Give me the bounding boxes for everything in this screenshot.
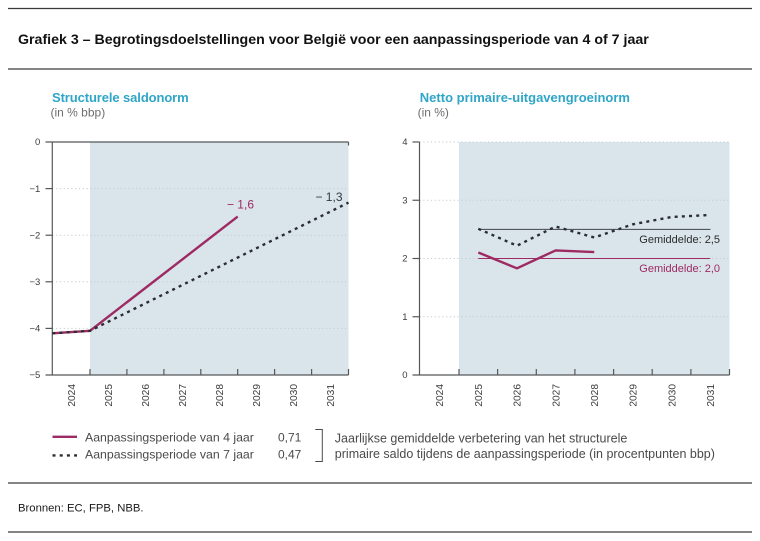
svg-text:Jaarlijkse gemiddelde verbeter: Jaarlijkse gemiddelde verbetering van he… <box>335 432 628 446</box>
svg-text:2027: 2027 <box>178 384 189 407</box>
svg-text:0,47: 0,47 <box>278 448 302 462</box>
svg-text:2027: 2027 <box>551 384 562 407</box>
svg-text:−1: −1 <box>29 184 40 195</box>
svg-text:(in %): (in %) <box>418 106 449 120</box>
svg-text:Grafiek 3 – Begrotingsdoelstel: Grafiek 3 – Begrotingsdoelstellingen voo… <box>18 32 649 48</box>
svg-text:2025: 2025 <box>104 384 115 407</box>
svg-text:− 1,3: − 1,3 <box>315 190 342 204</box>
svg-text:2031: 2031 <box>706 384 717 407</box>
svg-text:2030: 2030 <box>289 384 300 407</box>
svg-text:0: 0 <box>402 370 407 381</box>
svg-text:0: 0 <box>35 137 40 148</box>
svg-text:2024: 2024 <box>67 384 78 407</box>
svg-text:Gemiddelde: 2,0: Gemiddelde: 2,0 <box>639 263 720 275</box>
svg-text:2029: 2029 <box>629 384 640 407</box>
svg-text:2031: 2031 <box>326 384 337 407</box>
svg-text:Aanpassingsperiode van 7 jaar: Aanpassingsperiode van 7 jaar <box>85 448 254 462</box>
svg-text:2025: 2025 <box>474 384 485 407</box>
svg-text:2026: 2026 <box>141 384 152 407</box>
svg-text:Aanpassingsperiode van 4 jaar: Aanpassingsperiode van 4 jaar <box>85 431 254 445</box>
svg-text:−4: −4 <box>29 324 40 335</box>
svg-text:4: 4 <box>402 137 407 148</box>
svg-text:Bronnen: EC, FPB, NBB.: Bronnen: EC, FPB, NBB. <box>18 503 144 515</box>
svg-text:2028: 2028 <box>215 384 226 407</box>
svg-text:1: 1 <box>402 312 407 323</box>
svg-text:2026: 2026 <box>513 384 524 407</box>
svg-text:2: 2 <box>402 254 407 265</box>
svg-text:0,71: 0,71 <box>278 431 302 445</box>
svg-text:primaire saldo tijdens de aanp: primaire saldo tijdens de aanpassingsper… <box>335 447 715 461</box>
svg-text:3: 3 <box>402 195 407 206</box>
svg-text:−2: −2 <box>29 230 40 241</box>
svg-text:−5: −5 <box>29 370 40 381</box>
svg-text:−3: −3 <box>29 277 40 288</box>
svg-text:Structurele saldonorm: Structurele saldonorm <box>52 90 189 105</box>
svg-text:2029: 2029 <box>252 384 263 407</box>
svg-text:(in % bbp): (in % bbp) <box>51 106 106 120</box>
svg-text:2030: 2030 <box>667 384 678 407</box>
svg-text:− 1,6: − 1,6 <box>227 198 254 212</box>
svg-text:Gemiddelde: 2,5: Gemiddelde: 2,5 <box>639 234 720 246</box>
svg-text:Netto primaire-uitgavengroeino: Netto primaire-uitgavengroeinorm <box>420 90 630 105</box>
svg-text:2028: 2028 <box>590 384 601 407</box>
svg-text:2024: 2024 <box>435 384 446 407</box>
